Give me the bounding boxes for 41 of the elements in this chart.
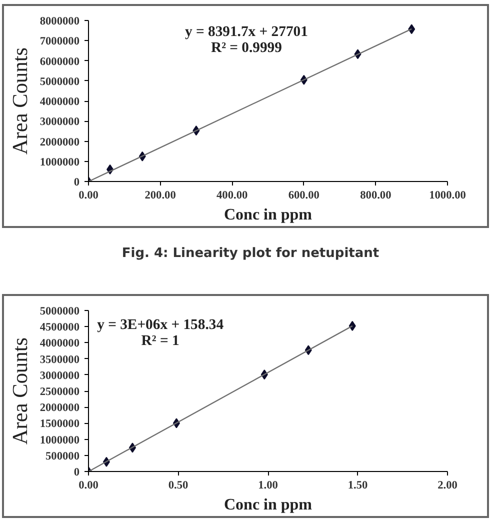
y-tick-label: 1000000 <box>40 156 80 168</box>
y-tick-label: 3000000 <box>40 370 80 382</box>
x-tick-label: 1.00 <box>258 480 278 492</box>
y-tick-label: 5000000 <box>40 306 80 318</box>
x-tick-label: 0.50 <box>168 480 188 492</box>
caption: Fig. 4: Linearity plot for netupitant <box>122 245 380 263</box>
y-axis-title: Area Counts <box>8 337 32 445</box>
x-axis-title: Conc in ppm <box>224 496 313 514</box>
y-tick-label: 500000 <box>46 450 80 462</box>
y-tick-label: 1000000 <box>40 434 80 446</box>
x-tick-label: 0.00 <box>78 190 99 202</box>
y-tick-label: 4000000 <box>40 338 80 350</box>
y-axis-title: Area Counts <box>8 47 32 155</box>
x-tick-label: 400.00 <box>216 190 248 202</box>
y-tick-label: 6000000 <box>40 56 80 68</box>
x-axis-title: Conc in ppm <box>224 206 313 224</box>
x-tick-label: 0.00 <box>78 480 99 492</box>
y-tick-label: 7000000 <box>40 36 80 48</box>
y-tick-label: 2000000 <box>40 402 80 414</box>
x-tick-label: 600.00 <box>288 190 320 202</box>
x-tick-label: 1000.00 <box>429 190 466 202</box>
annotation: y = 3E+06x + 158.34 <box>97 317 224 334</box>
x-tick-label: 2.00 <box>438 480 458 492</box>
y-tick-label: 0 <box>74 176 80 188</box>
y-tick-label: 2000000 <box>40 136 80 148</box>
y-tick-label: 3500000 <box>40 354 80 366</box>
y-tick-label: 4000000 <box>40 96 80 108</box>
y-tick-label: 4500000 <box>40 322 80 334</box>
annotation: R² = 1 <box>141 333 180 350</box>
point <box>348 320 356 331</box>
y-tick-label: 5000000 <box>40 76 80 88</box>
y-tick-label: 1500000 <box>40 418 80 430</box>
y-tick-label: 3000000 <box>40 116 80 128</box>
y-tick-label: 8000000 <box>40 16 80 28</box>
x-tick-label: 800.00 <box>360 190 392 202</box>
x-tick-label: 200.00 <box>144 190 176 202</box>
annotation: y = 8391.7x + 27701 <box>184 24 308 40</box>
y-tick-label: 0 <box>74 466 80 478</box>
x-tick-label: 1.50 <box>348 480 368 492</box>
annotation: R² = 0.9999 <box>210 40 282 56</box>
y-tick-label: 2500000 <box>40 386 80 398</box>
